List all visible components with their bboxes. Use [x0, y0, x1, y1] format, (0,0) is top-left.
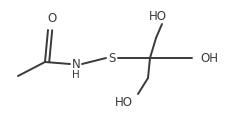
Text: H: H [72, 70, 79, 80]
Text: HO: HO [114, 95, 132, 109]
Text: N: N [71, 57, 80, 71]
Text: OH: OH [199, 52, 217, 64]
Text: S: S [108, 52, 115, 64]
Text: O: O [47, 11, 56, 24]
Text: HO: HO [148, 10, 166, 23]
